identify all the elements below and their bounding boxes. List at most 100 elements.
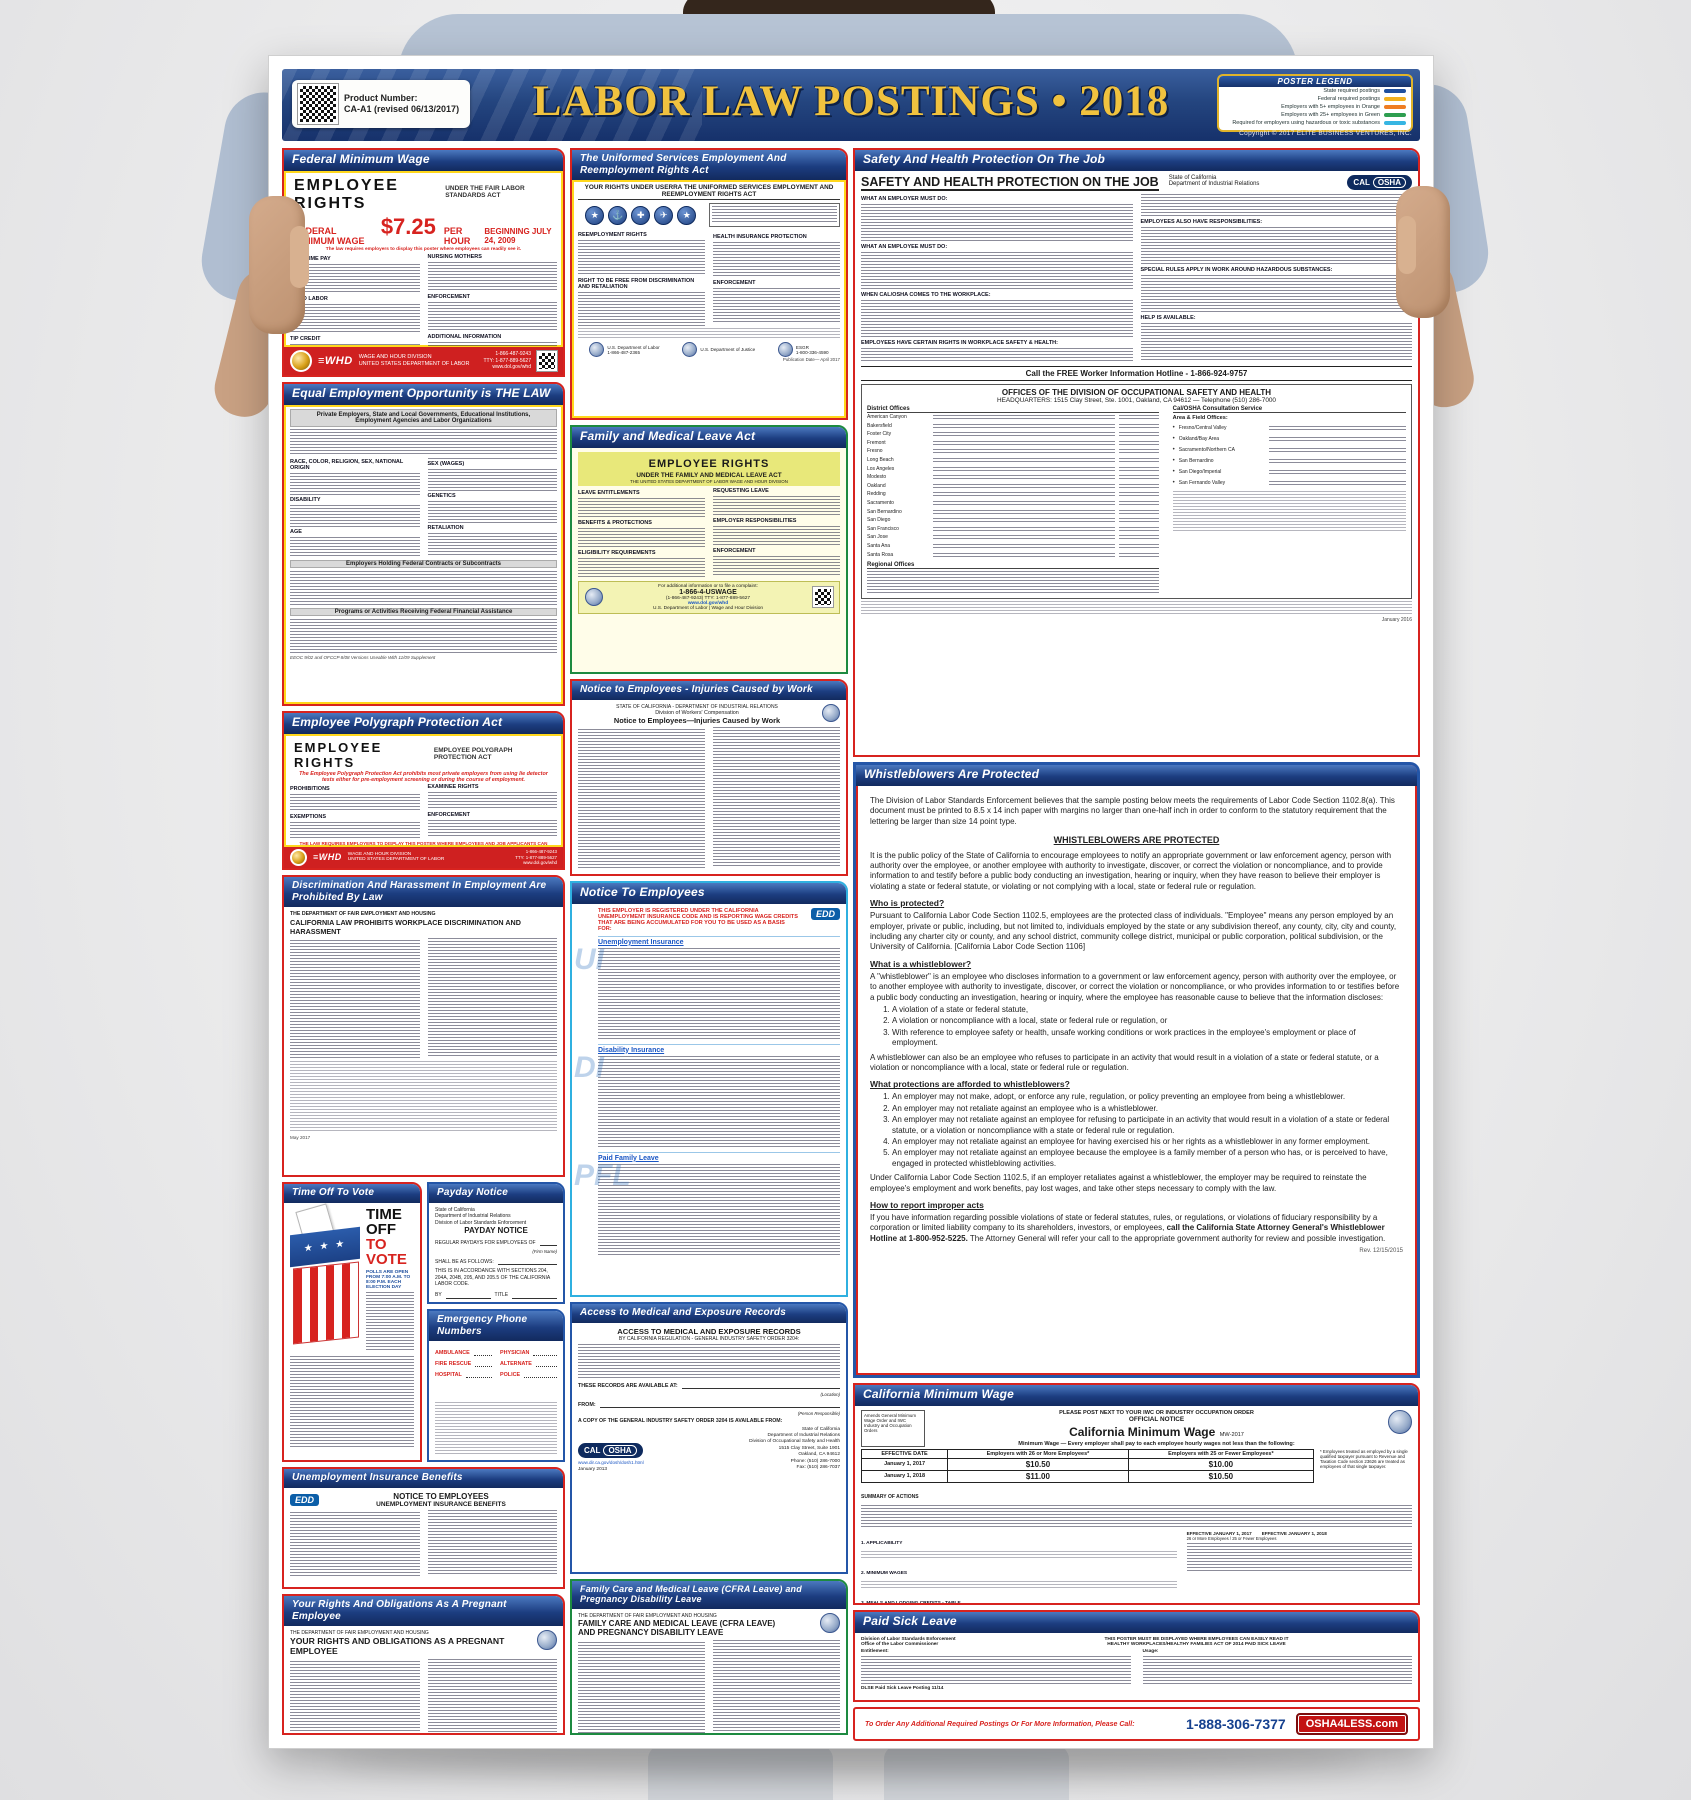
minwage-post-note: PLEASE POST NEXT TO YOUR IWC OR INDUSTRY… (1059, 1409, 1254, 1416)
body-text-lines (578, 240, 705, 276)
body-text-lines (598, 1055, 840, 1148)
body-block: TIP CREDIT (290, 336, 420, 347)
body-text-lines (861, 299, 1133, 338)
section-header: Your Rights And Obligations As A Pregnan… (284, 1596, 563, 1626)
body-subhead: WHEN CAL/OSHA COMES TO THE WORKPLACE: (861, 291, 991, 298)
wage-label: FEDERAL MINIMUM WAGE (294, 225, 365, 246)
address-line: Department of Industrial Relations (767, 1432, 840, 1438)
section-discrimination-harassment: Discrimination And Harassment In Employm… (282, 875, 565, 1177)
whistle-answer: Pursuant to California Labor Code Sectio… (870, 911, 1397, 952)
program-watermark: DI (574, 1050, 604, 1084)
legend-color-bar (1384, 105, 1406, 109)
office-phone-lines (1118, 492, 1159, 497)
org: ESGR 1-800-336-4590 (777, 342, 829, 357)
body-block: REQUESTING LEAVE (713, 488, 840, 516)
mini-table-head: EFFECTIVE JANUARY 1, 2017 (1186, 1530, 1252, 1536)
section-header: Whistleblowers Are Protected (856, 765, 1417, 786)
whistle-intro: The Division of Labor Standards Enforcem… (870, 795, 1395, 826)
right-thumb (1398, 216, 1416, 274)
whistle-question: What is a whistleblower? (870, 958, 972, 969)
body-text-lines (290, 1061, 557, 1133)
list-item: An employer may not retaliate against an… (892, 1137, 1403, 1147)
office-city: Foster City (867, 431, 892, 438)
program-title: Disability Insurance (598, 1046, 665, 1054)
eeo-band-contracts: Employers Holding Federal Contracts or S… (290, 559, 557, 568)
body-text-lines (861, 1655, 1131, 1684)
qr-code-icon (812, 586, 834, 609)
body-subhead: ADDITIONAL INFORMATION (427, 333, 502, 340)
org: U.S. Department of Justice (682, 342, 755, 357)
wage-amount: $7.25 (380, 213, 436, 239)
section-california-minimum-wage: California Minimum Wage Amends General M… (853, 1383, 1420, 1605)
ui-title: NOTICE TO EMPLOYEES (393, 1491, 489, 1501)
address-line: 1515 Clay Street, Suite 1901 (778, 1445, 840, 1451)
location-label: (Location) (820, 1391, 840, 1397)
section-header: The Uniformed Services Employment And Re… (572, 150, 846, 180)
body-block: HELP IS AVAILABLE: (1140, 315, 1412, 361)
publication-date: Publication Date— April 2017 (782, 357, 840, 362)
agency-web: www.dol.gov/whd (523, 860, 557, 866)
body-block: HEALTH INSURANCE PROTECTION (713, 234, 840, 278)
body-block: GENETICS (427, 493, 557, 523)
office-phone-lines (1118, 509, 1159, 514)
firm-name-label: (Firm Name) (532, 1249, 557, 1254)
district-office-row: Fresno (867, 447, 1159, 456)
offices-title: OFFICES OF THE DIVISION OF OCCUPATIONAL … (1001, 387, 1272, 397)
body-text-lines (290, 303, 420, 334)
fmla-subtitle: UNDER THE FAMILY AND MEDICAL LEAVE ACT (636, 471, 782, 479)
body-text-lines (713, 495, 840, 516)
section-header: Notice to Employees - Injuries Caused by… (572, 681, 846, 700)
dfeh-dept-line: THE DEPARTMENT OF FAIR EMPLOYMENT AND HO… (578, 1612, 717, 1619)
body-text-lines (861, 1580, 1177, 1589)
copy-note: A COPY OF THE GENERAL INDUSTRY SAFETY OR… (578, 1417, 783, 1424)
body-text-lines (578, 497, 705, 518)
body-subhead: BENEFITS & PROTECTIONS (578, 519, 652, 526)
emergency-label: FIRE RESCUE (435, 1361, 472, 1367)
wage-value: $10.50 (947, 1457, 1129, 1471)
body-subhead: REQUESTING LEAVE (713, 487, 769, 494)
please-post: PLEASE POST (515, 1302, 557, 1303)
body-text-lines (290, 472, 420, 495)
body-subhead: EMPLOYEES HAVE CERTAIN RIGHTS IN WORKPLA… (861, 339, 1058, 346)
poster-legend-list: State required postings Federal required… (1219, 87, 1411, 127)
office-address-lines (933, 440, 1115, 445)
dfeh-dept-line: THE DEPARTMENT OF FAIR EMPLOYMENT AND HO… (290, 911, 436, 917)
office-city: San Diego (867, 517, 891, 524)
agency-dept: UNITED STATES DEPARTMENT OF LABOR (358, 361, 470, 367)
body-text-lines (427, 1659, 557, 1733)
cal-osha-logo: CAL OSHA (578, 1442, 643, 1458)
office-address-lines (933, 432, 1115, 437)
org-name: U.S. Department of Justice (700, 347, 756, 352)
sick-title: HEALTHY WORKPLACES/HEALTHY FAMILIES ACT … (1107, 1641, 1286, 1647)
order-note: To Order Any Additional Required Posting… (865, 1720, 1135, 1728)
body-subhead: HEALTH INSURANCE PROTECTION (713, 234, 807, 240)
body-block: EXAMINEE RIGHTS (427, 783, 557, 810)
body-text-lines (427, 500, 557, 523)
fmla-web: www.dol.gov/whd (687, 600, 729, 606)
wage-per-hour: PER HOUR (443, 225, 471, 246)
body-block: WHAT AN EMPLOYEE MUST DO: (861, 244, 1133, 290)
by-label: BY (435, 1292, 442, 1298)
office-phone-lines (1118, 475, 1159, 480)
office-address-lines (933, 415, 1115, 420)
section-federal-minimum-wage: Federal Minimum Wage EMPLOYEE RIGHTS UND… (282, 148, 565, 377)
person-responsible-label: (Person Responsible) (797, 1410, 840, 1416)
body-subhead: ENFORCEMENT (427, 293, 470, 300)
office-city: Fresno/Central Valley (1178, 425, 1227, 432)
body-subhead: EXAMINEE RIGHTS (427, 783, 479, 790)
body-text-lines (1140, 226, 1412, 265)
payday-emergency-stack: Payday Notice State of California Departm… (427, 1182, 565, 1462)
section-header: California Minimum Wage (855, 1385, 1418, 1406)
body-block: ENFORCEMENT (427, 812, 557, 838)
legend-item: Federal required postings (1219, 95, 1411, 103)
payday-field-label: REGULAR PAYDAYS FOR EMPLOYEES OF (435, 1239, 536, 1246)
vote-polls-hours: POLLS ARE OPEN FROM 7:00 A.M. TO 8:00 P.… (366, 1269, 411, 1290)
safety-dept: Department of Industrial Relations (1168, 180, 1260, 187)
body-text-lines (578, 728, 705, 869)
legend-color-bar (1384, 89, 1406, 93)
userra-intro-lines (711, 206, 837, 224)
legend-item: State required postings (1219, 87, 1411, 95)
from-label: FROM: (578, 1401, 596, 1408)
consultation-office-row: Oakland/Bay Area (1173, 434, 1406, 445)
eeo-footnote: EEOC 9/02 and OFCCP 8/08 Versions Useabl… (290, 654, 436, 660)
